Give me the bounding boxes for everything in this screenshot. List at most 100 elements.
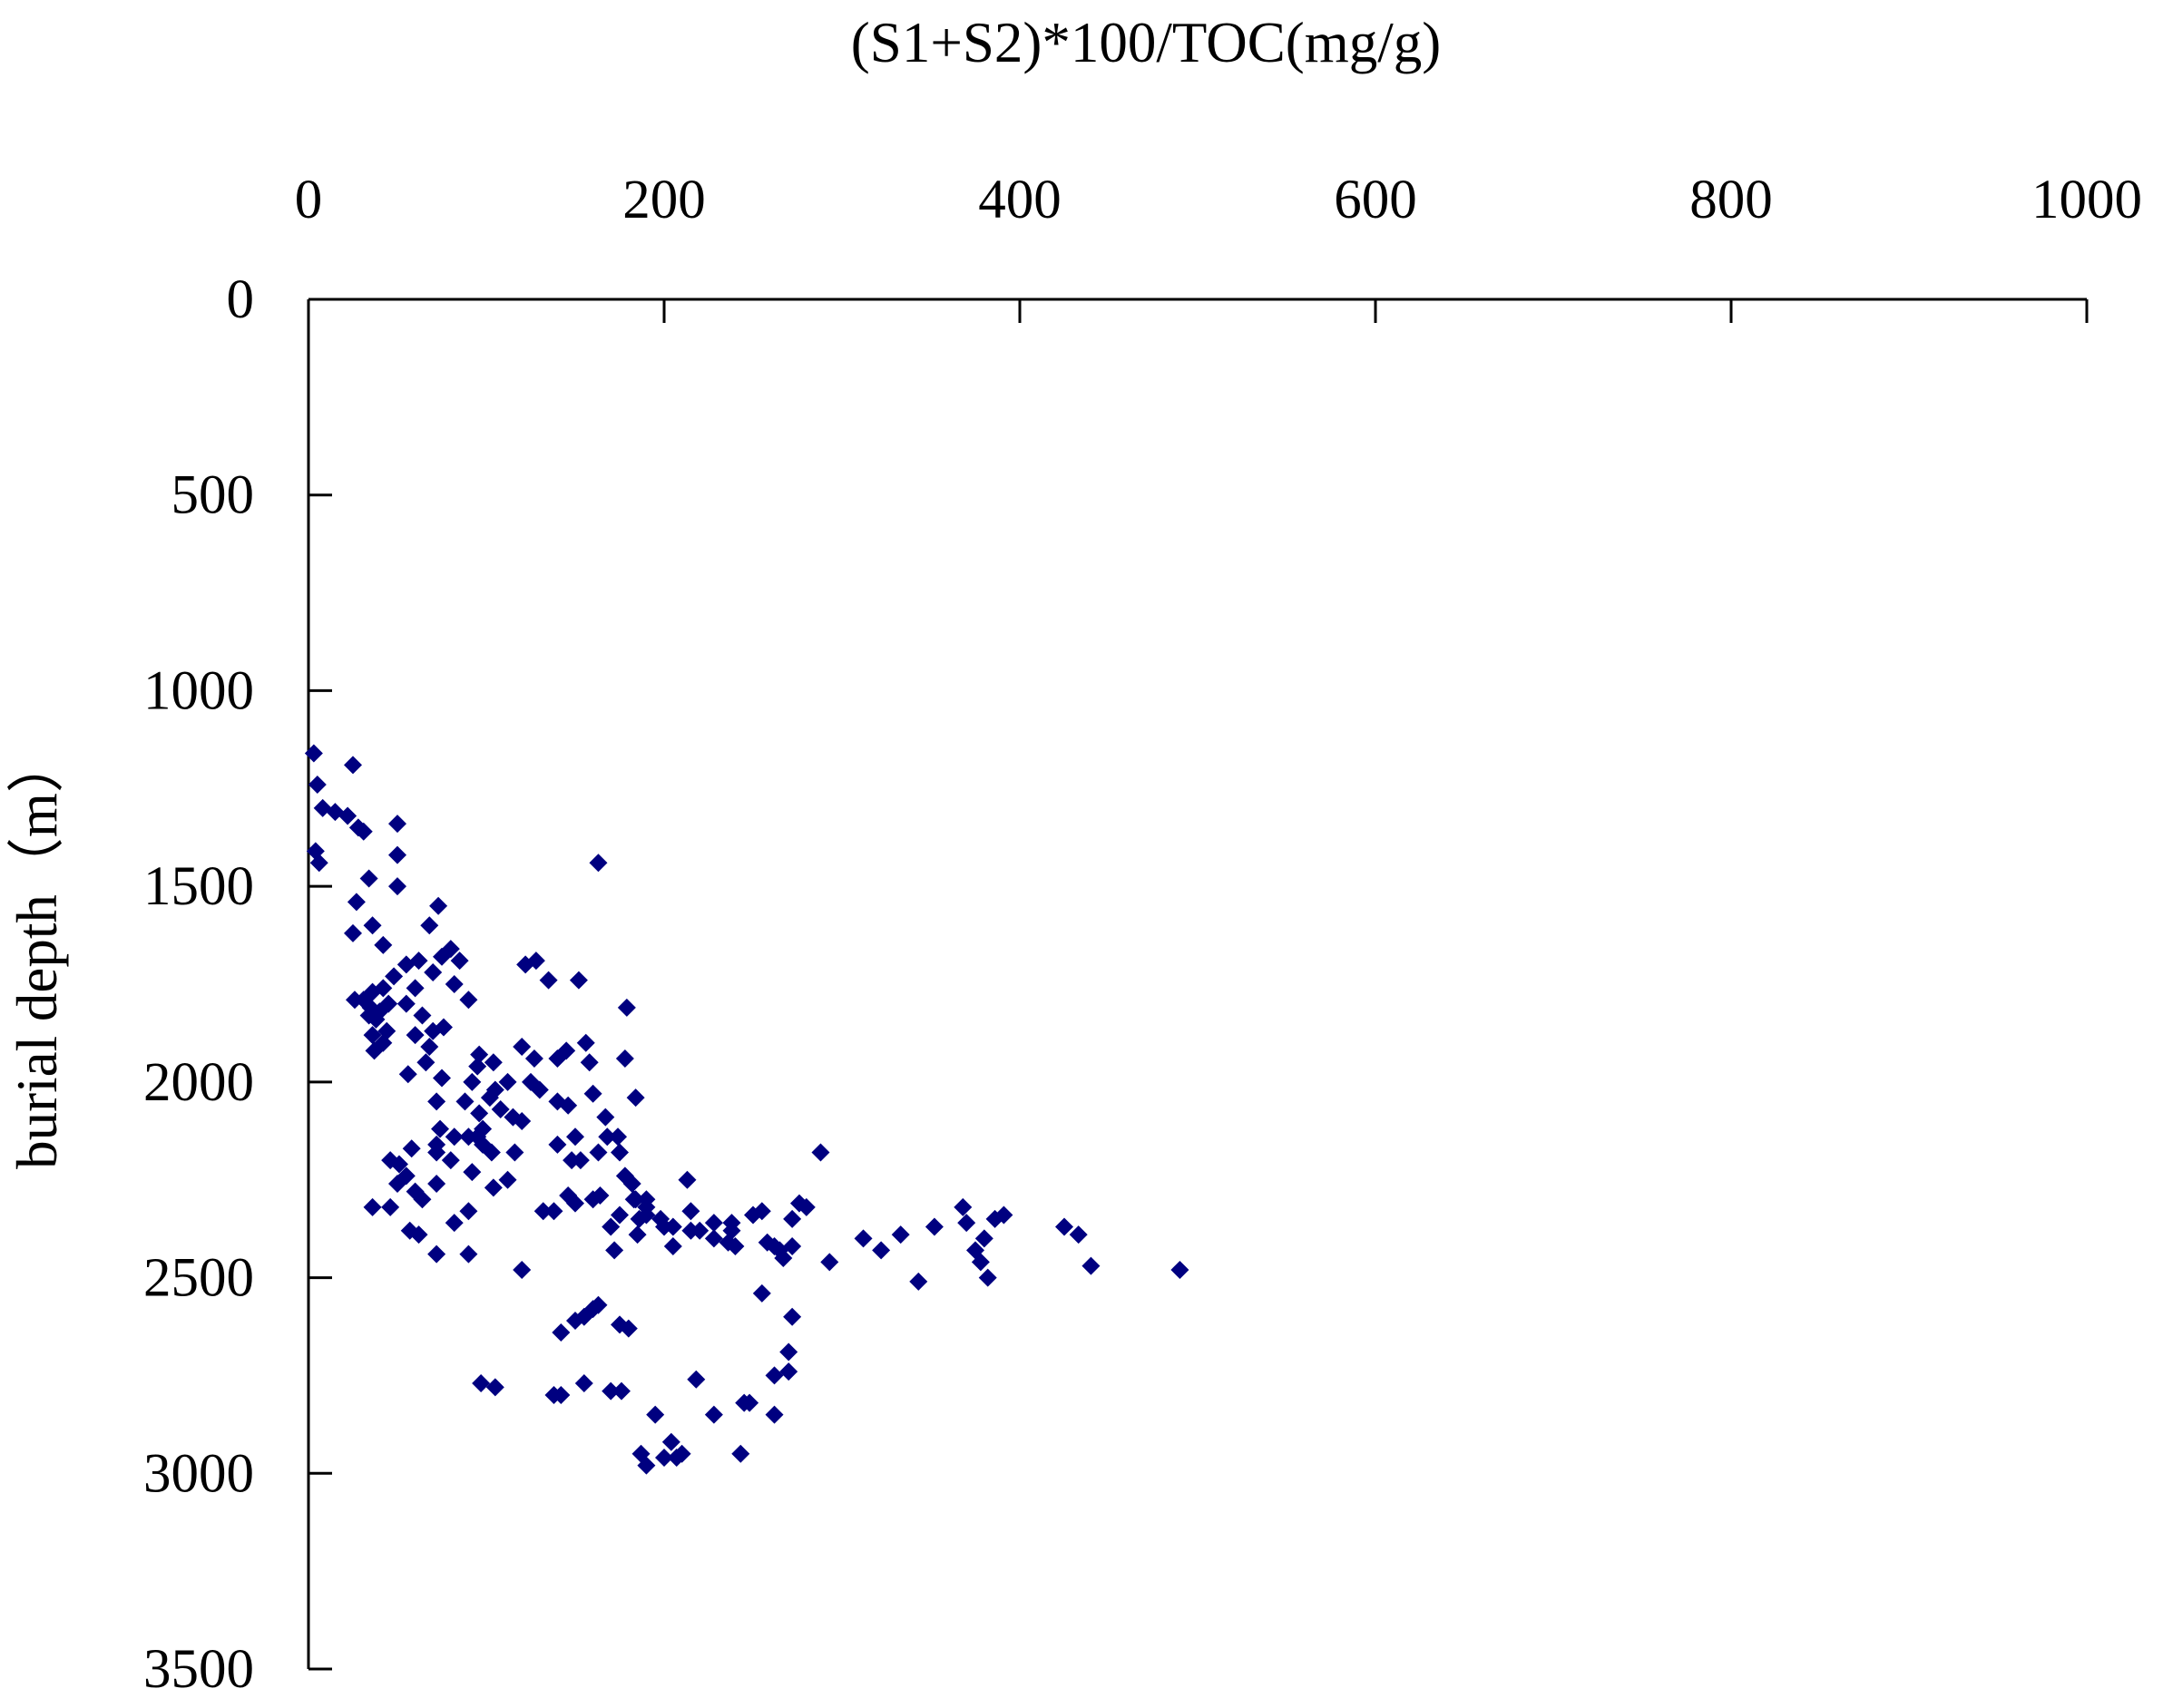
data-point bbox=[374, 935, 393, 954]
data-point bbox=[605, 1241, 624, 1260]
data-point bbox=[752, 1283, 771, 1303]
y-tick-label: 3500 bbox=[143, 1639, 254, 1700]
data-point bbox=[363, 916, 382, 935]
data-point bbox=[388, 877, 406, 896]
y-tick-label: 0 bbox=[227, 269, 255, 330]
data-point bbox=[379, 994, 398, 1013]
data-point bbox=[589, 1143, 608, 1162]
data-point bbox=[513, 1112, 532, 1130]
data-point bbox=[704, 1405, 723, 1424]
data-point bbox=[552, 1322, 571, 1342]
data-point bbox=[619, 1319, 638, 1338]
data-point bbox=[491, 1100, 510, 1119]
data-point bbox=[409, 952, 428, 971]
data-point bbox=[797, 1197, 816, 1216]
y-tick-label: 2000 bbox=[143, 1052, 254, 1113]
data-point bbox=[498, 1072, 517, 1091]
data-point bbox=[811, 1143, 830, 1162]
data-point bbox=[413, 1006, 432, 1025]
data-point bbox=[400, 1221, 419, 1240]
data-point bbox=[783, 1209, 802, 1228]
data-point bbox=[628, 1225, 647, 1244]
scatter-points bbox=[304, 744, 1189, 1475]
data-point bbox=[459, 1244, 478, 1264]
data-point bbox=[624, 1190, 643, 1209]
data-point bbox=[622, 1175, 641, 1194]
x-tick-label: 1000 bbox=[2031, 170, 2142, 230]
data-point bbox=[611, 1205, 629, 1225]
data-point bbox=[513, 1260, 532, 1279]
data-point bbox=[783, 1237, 802, 1256]
data-point bbox=[580, 1053, 599, 1072]
data-point bbox=[704, 1214, 723, 1233]
data-point bbox=[359, 869, 378, 888]
data-point bbox=[576, 1033, 595, 1052]
data-point bbox=[589, 1295, 608, 1314]
data-point bbox=[563, 1151, 582, 1170]
data-point bbox=[472, 1374, 491, 1393]
data-point bbox=[574, 1374, 593, 1393]
data-point bbox=[783, 1307, 802, 1326]
x-tick-label: 800 bbox=[1689, 170, 1773, 230]
data-point bbox=[434, 1018, 453, 1037]
y-axis-label: burial depth（m） bbox=[5, 736, 69, 1169]
data-point bbox=[433, 1069, 451, 1088]
data-point bbox=[779, 1362, 798, 1381]
data-point bbox=[526, 952, 545, 971]
data-point bbox=[559, 1096, 578, 1115]
data-point bbox=[854, 1229, 873, 1248]
data-point bbox=[363, 1197, 382, 1216]
data-point bbox=[591, 1186, 610, 1205]
y-tick-label: 1000 bbox=[143, 660, 254, 721]
data-point bbox=[445, 975, 464, 993]
data-point bbox=[413, 1190, 432, 1209]
data-point bbox=[402, 1139, 421, 1158]
data-point bbox=[726, 1237, 745, 1256]
data-point bbox=[381, 1197, 400, 1216]
data-point bbox=[687, 1370, 706, 1389]
data-point bbox=[617, 998, 636, 1017]
data-point bbox=[602, 1217, 621, 1236]
data-point bbox=[722, 1214, 741, 1233]
data-point bbox=[609, 1127, 628, 1147]
y-tick-label: 1500 bbox=[143, 856, 254, 917]
data-point bbox=[765, 1366, 784, 1385]
data-point bbox=[459, 1202, 478, 1221]
data-point bbox=[994, 1205, 1013, 1225]
data-point bbox=[765, 1405, 784, 1424]
data-point bbox=[347, 893, 366, 912]
data-point bbox=[441, 940, 460, 959]
data-point bbox=[345, 991, 364, 1010]
x-tick-label: 400 bbox=[978, 170, 1062, 230]
y-tick-label: 3000 bbox=[143, 1443, 254, 1504]
data-point bbox=[752, 1202, 771, 1221]
data-point bbox=[637, 1205, 656, 1225]
data-point bbox=[420, 1038, 439, 1057]
data-point bbox=[427, 1092, 446, 1111]
data-point bbox=[548, 1135, 567, 1154]
data-point bbox=[482, 1143, 501, 1162]
data-point bbox=[485, 1378, 504, 1397]
data-point bbox=[308, 775, 327, 794]
data-point bbox=[354, 822, 373, 841]
data-point bbox=[424, 963, 443, 982]
data-point bbox=[589, 854, 608, 873]
data-point bbox=[459, 991, 478, 1010]
data-point bbox=[1069, 1225, 1088, 1244]
data-point bbox=[533, 1202, 553, 1221]
data-point bbox=[445, 1127, 464, 1147]
data-point bbox=[957, 1214, 976, 1233]
data-point bbox=[431, 1119, 450, 1138]
data-point bbox=[338, 806, 357, 825]
data-point bbox=[309, 854, 328, 873]
data-point bbox=[820, 1253, 839, 1272]
data-point bbox=[513, 1038, 532, 1057]
data-point bbox=[420, 916, 439, 935]
data-point bbox=[544, 1202, 563, 1221]
data-point bbox=[441, 1151, 460, 1170]
data-point bbox=[612, 1381, 631, 1401]
data-point bbox=[363, 1026, 382, 1045]
data-point bbox=[704, 1229, 723, 1248]
data-point bbox=[406, 979, 425, 998]
